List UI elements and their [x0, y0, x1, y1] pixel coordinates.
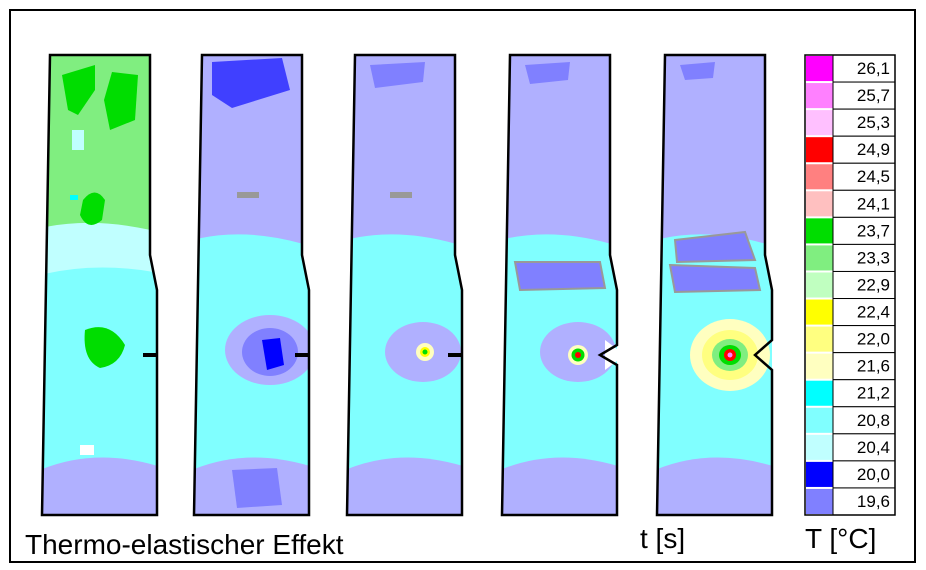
legend-swatch [806, 299, 833, 325]
legend-cell [832, 54, 896, 83]
legend-label: 20,4 [857, 438, 890, 457]
legend-label: 22,9 [857, 275, 890, 294]
time-label: t [s] [640, 523, 685, 554]
legend-label: 26,1 [857, 59, 890, 78]
legend-label: 24,1 [857, 194, 890, 213]
legend-label: 25,3 [857, 113, 890, 132]
thermal-image [500, 53, 619, 517]
legend-cell [832, 270, 896, 300]
thermal-image [40, 53, 159, 517]
legend-swatch [806, 245, 833, 271]
caption: Thermo-elastischer Effekt [25, 529, 344, 560]
legend-cell [832, 162, 896, 191]
legend-cell [832, 460, 896, 489]
legend-swatch [806, 164, 833, 190]
color-legend: 26,1 25,7 25,3 24,9 24,5 24,1 23,7 23,3 22,9 22,4… [804, 54, 896, 516]
legend-cell [832, 433, 896, 462]
legend-swatch [806, 110, 833, 136]
legend-swatch [806, 380, 833, 406]
legend-label: 19,6 [857, 492, 890, 511]
legend-swatch [806, 407, 833, 433]
legend-swatch [806, 434, 833, 460]
thermal-image [192, 53, 311, 517]
legend-label: 20,8 [857, 411, 890, 430]
legend-label: 23,3 [857, 248, 890, 267]
legend-swatch [806, 56, 833, 82]
legend-label: 21,6 [857, 357, 890, 376]
legend-label: 22,4 [857, 303, 890, 322]
thermal-image [655, 53, 774, 517]
legend-swatch [806, 218, 833, 244]
legend-label: 22,0 [857, 330, 890, 349]
legend-label: 24,9 [857, 140, 890, 159]
legend-swatch [806, 272, 833, 298]
legend-title: T [°C] [805, 523, 876, 554]
legend-swatch [806, 488, 833, 514]
legend-swatch [806, 461, 833, 487]
legend-label: 23,7 [857, 221, 890, 240]
legend-label: 21,2 [857, 384, 890, 403]
legend-label: 24,5 [857, 167, 890, 186]
legend-border [804, 54, 896, 516]
legend-swatch [806, 353, 833, 379]
legend-swatch [806, 326, 833, 352]
legend-cell [832, 352, 896, 381]
legend-swatch [806, 137, 833, 163]
legend-label: 20,0 [857, 465, 890, 484]
legend-swatch [806, 191, 833, 217]
legend-cell [832, 135, 896, 164]
legend-label: 25,7 [857, 86, 890, 105]
legend-cell [832, 189, 896, 218]
legend-swatch [806, 83, 833, 109]
thermal-image [345, 53, 464, 517]
legend-cell [832, 325, 896, 354]
